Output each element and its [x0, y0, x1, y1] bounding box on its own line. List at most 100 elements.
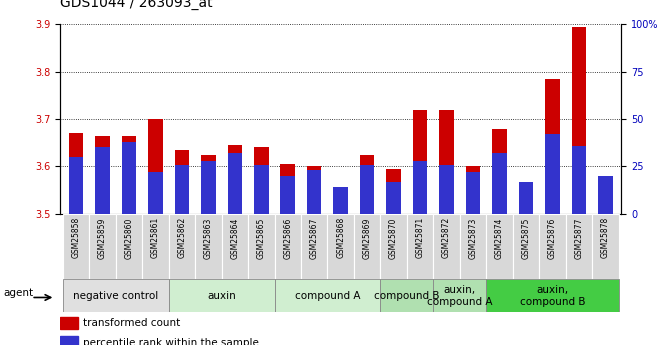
Bar — [572, 146, 587, 214]
Bar — [545, 79, 560, 214]
Text: auxin: auxin — [207, 291, 236, 301]
Bar — [545, 134, 560, 214]
Bar — [281, 176, 295, 214]
Bar — [275, 279, 380, 312]
Bar — [413, 161, 428, 214]
Text: GSM25872: GSM25872 — [442, 217, 451, 258]
Bar — [466, 172, 480, 214]
Bar — [63, 279, 168, 312]
Bar — [492, 128, 507, 214]
Text: GSM25860: GSM25860 — [124, 217, 134, 258]
Bar — [142, 214, 168, 279]
Bar — [486, 279, 619, 312]
Text: GSM25871: GSM25871 — [415, 217, 425, 258]
Bar — [380, 279, 434, 312]
Bar — [572, 27, 587, 214]
Text: negative control: negative control — [73, 291, 158, 301]
Bar — [201, 161, 216, 214]
Bar — [360, 165, 375, 214]
Bar — [60, 336, 78, 345]
Bar — [539, 214, 566, 279]
Text: GSM25858: GSM25858 — [71, 217, 81, 258]
Bar — [486, 214, 513, 279]
Bar — [248, 214, 275, 279]
Bar — [380, 214, 407, 279]
Text: GSM25859: GSM25859 — [98, 217, 107, 258]
Text: GSM25877: GSM25877 — [574, 217, 583, 258]
Text: GSM25873: GSM25873 — [468, 217, 478, 258]
Text: compound B: compound B — [374, 291, 440, 301]
Bar — [168, 279, 275, 312]
Text: GDS1044 / 263093_at: GDS1044 / 263093_at — [60, 0, 212, 10]
Bar — [440, 165, 454, 214]
Bar — [307, 167, 321, 214]
Text: GSM25875: GSM25875 — [522, 217, 530, 258]
Bar — [460, 214, 486, 279]
Bar — [122, 136, 136, 214]
Bar — [434, 279, 486, 312]
Text: GSM25868: GSM25868 — [336, 217, 345, 258]
Bar — [307, 170, 321, 214]
Bar — [168, 214, 195, 279]
Bar — [386, 181, 401, 214]
Bar — [148, 172, 163, 214]
Bar — [116, 214, 142, 279]
Bar — [69, 133, 84, 214]
Bar — [386, 169, 401, 214]
Text: percentile rank within the sample: percentile rank within the sample — [83, 338, 259, 345]
Text: GSM25863: GSM25863 — [204, 217, 213, 258]
Bar — [69, 157, 84, 214]
Bar — [327, 214, 354, 279]
Bar — [492, 153, 507, 214]
Bar — [407, 214, 434, 279]
Bar — [275, 214, 301, 279]
Text: GSM25878: GSM25878 — [601, 217, 610, 258]
Bar — [254, 165, 269, 214]
Text: GSM25874: GSM25874 — [495, 217, 504, 258]
Bar — [513, 214, 539, 279]
Bar — [174, 150, 189, 214]
Text: GSM25866: GSM25866 — [283, 217, 292, 258]
Bar — [228, 153, 242, 214]
Text: GSM25876: GSM25876 — [548, 217, 557, 258]
Bar — [333, 187, 348, 214]
Text: compound A: compound A — [295, 291, 360, 301]
Bar — [440, 109, 454, 214]
Bar — [466, 167, 480, 214]
Text: GSM25864: GSM25864 — [230, 217, 239, 258]
Bar — [281, 164, 295, 214]
Bar — [566, 214, 592, 279]
Bar — [60, 317, 78, 329]
Bar — [254, 148, 269, 214]
Text: GSM25862: GSM25862 — [178, 217, 186, 258]
Text: GSM25870: GSM25870 — [389, 217, 398, 258]
Bar — [518, 181, 533, 214]
Bar — [592, 214, 619, 279]
Bar — [598, 186, 613, 214]
Text: transformed count: transformed count — [83, 318, 180, 328]
Bar — [122, 142, 136, 214]
Text: GSM25867: GSM25867 — [310, 217, 319, 258]
Bar — [360, 155, 375, 214]
Bar — [96, 136, 110, 214]
Bar — [96, 148, 110, 214]
Bar — [148, 119, 163, 214]
Bar — [63, 214, 90, 279]
Bar — [413, 109, 428, 214]
Text: auxin,
compound B: auxin, compound B — [520, 285, 585, 307]
Text: auxin,
compound A: auxin, compound A — [427, 285, 492, 307]
Text: GSM25869: GSM25869 — [363, 217, 371, 258]
Bar — [174, 165, 189, 214]
Bar — [301, 214, 327, 279]
Bar — [354, 214, 380, 279]
Bar — [195, 214, 222, 279]
Bar — [333, 188, 348, 214]
Bar — [222, 214, 248, 279]
Text: GSM25865: GSM25865 — [257, 217, 266, 258]
Bar — [598, 176, 613, 214]
Bar — [518, 190, 533, 214]
Bar — [201, 155, 216, 214]
Bar — [228, 145, 242, 214]
Text: GSM25861: GSM25861 — [151, 217, 160, 258]
Bar — [434, 214, 460, 279]
